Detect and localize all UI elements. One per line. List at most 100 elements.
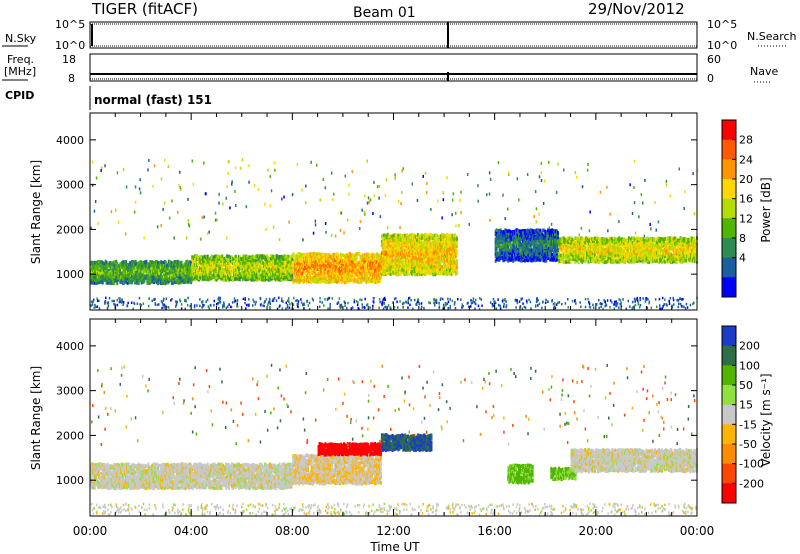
data-cell-4 [556,248,559,253]
data-cell-3 [425,245,428,250]
data-cell-1 [265,258,268,263]
data-cell-1 [238,277,241,282]
data-cell-4 [556,231,559,235]
data-cell-3 [419,258,422,262]
data-cell-3 [380,234,383,238]
data-cell-0 [164,281,167,285]
data-cell-0 [99,276,102,281]
data-cell-0 [145,259,148,264]
data-cell-2 [373,280,376,284]
data-cell-0 [173,276,176,281]
data-cell-1 [226,254,229,258]
data-cell-3 [390,251,393,256]
data-cell-4 [552,235,555,239]
data-cell-4 [555,238,557,242]
data-cell-4 [533,234,536,239]
data-cell-2 [341,253,344,257]
data-cell-5 [588,248,591,253]
data-cell-2 [378,279,381,283]
data-cell-4 [510,237,513,241]
data-cell-0 [119,268,122,272]
data-cell-3 [402,245,405,249]
data-cell-3 [391,249,394,254]
data-cell-3 [444,245,447,250]
data-cell-4 [498,251,501,255]
data-cell-1 [196,266,198,270]
data-cell-0 [167,264,170,268]
data-cell-1 [203,273,206,277]
data-cell-2 [360,263,363,267]
data-cell-0 [108,264,111,268]
data-cell-1 [270,277,273,281]
data-cell-0 [116,262,119,266]
data-cell-5 [571,237,574,242]
data-cell-2 [299,280,302,284]
data-cell-1 [246,268,249,272]
data-cell-2 [308,261,311,266]
data-cell-0 [174,264,177,269]
data-cell-4 [551,252,554,257]
data-cell-3 [428,251,431,255]
data-cell-1 [226,257,229,262]
data-cell-0 [180,260,183,265]
data-cell-1 [227,276,230,280]
data-cell-1 [215,265,218,269]
data-cell-4 [497,239,500,243]
data-cell-2 [324,277,327,282]
data-cell-4 [520,245,522,249]
data-cell-1 [238,263,241,268]
data-cell-3 [439,263,442,267]
data-cell-3 [436,234,439,238]
nsearch-tick-top: 10^5 [707,18,737,31]
data-cell-2 [325,261,328,265]
data-cell-3 [381,254,384,258]
data-cell-2 [321,267,324,271]
nsearch-label: N.Search [747,30,797,43]
data-cell-1 [262,269,265,273]
data-cell-0 [144,274,147,278]
data-cell-2 [341,271,344,276]
data-cell-5 [578,256,581,261]
data-cell-3 [440,259,443,263]
data-cell-3 [380,259,383,263]
data-cell-3 [380,269,383,274]
data-cell-0 [190,261,193,265]
data-cell-2 [377,259,380,263]
data-cell-0 [190,280,193,285]
data-cell-0 [104,262,107,267]
data-cell-0 [137,279,140,283]
data-cell-3 [455,270,458,275]
data-cell-0 [144,276,147,280]
data-cell-1 [246,255,249,259]
data-cell-2 [333,252,336,257]
power-data-marks [90,158,699,311]
data-cell-0 [125,260,127,264]
data-cell-0 [148,267,151,272]
data-cell-0 [100,274,103,279]
data-cell-0 [155,268,158,273]
data-cell-3 [399,258,402,262]
data-cell-2 [352,265,355,269]
data-cell-1 [258,271,261,275]
data-cell-2 [370,269,373,273]
data-cell-3 [430,233,433,237]
data-cell-3 [400,260,403,264]
data-cell-0 [148,263,151,267]
data-cell-0 [161,260,163,265]
data-cell-2 [323,276,326,280]
data-cell-4 [510,230,513,234]
data-cell-1 [223,268,226,272]
data-cell-0 [100,266,103,270]
data-cell-4 [538,253,541,257]
data-cell-2 [301,271,304,276]
data-cell-1 [224,271,227,275]
data-cell-1 [209,271,212,275]
data-cell-2 [332,275,335,280]
data-cell-0 [149,279,152,284]
data-cell-0 [113,281,116,286]
data-cell-1 [220,269,223,274]
data-cell-2 [366,273,369,278]
data-cell-1 [218,257,221,262]
data-cell-1 [262,278,265,282]
data-cell-2 [359,278,362,282]
